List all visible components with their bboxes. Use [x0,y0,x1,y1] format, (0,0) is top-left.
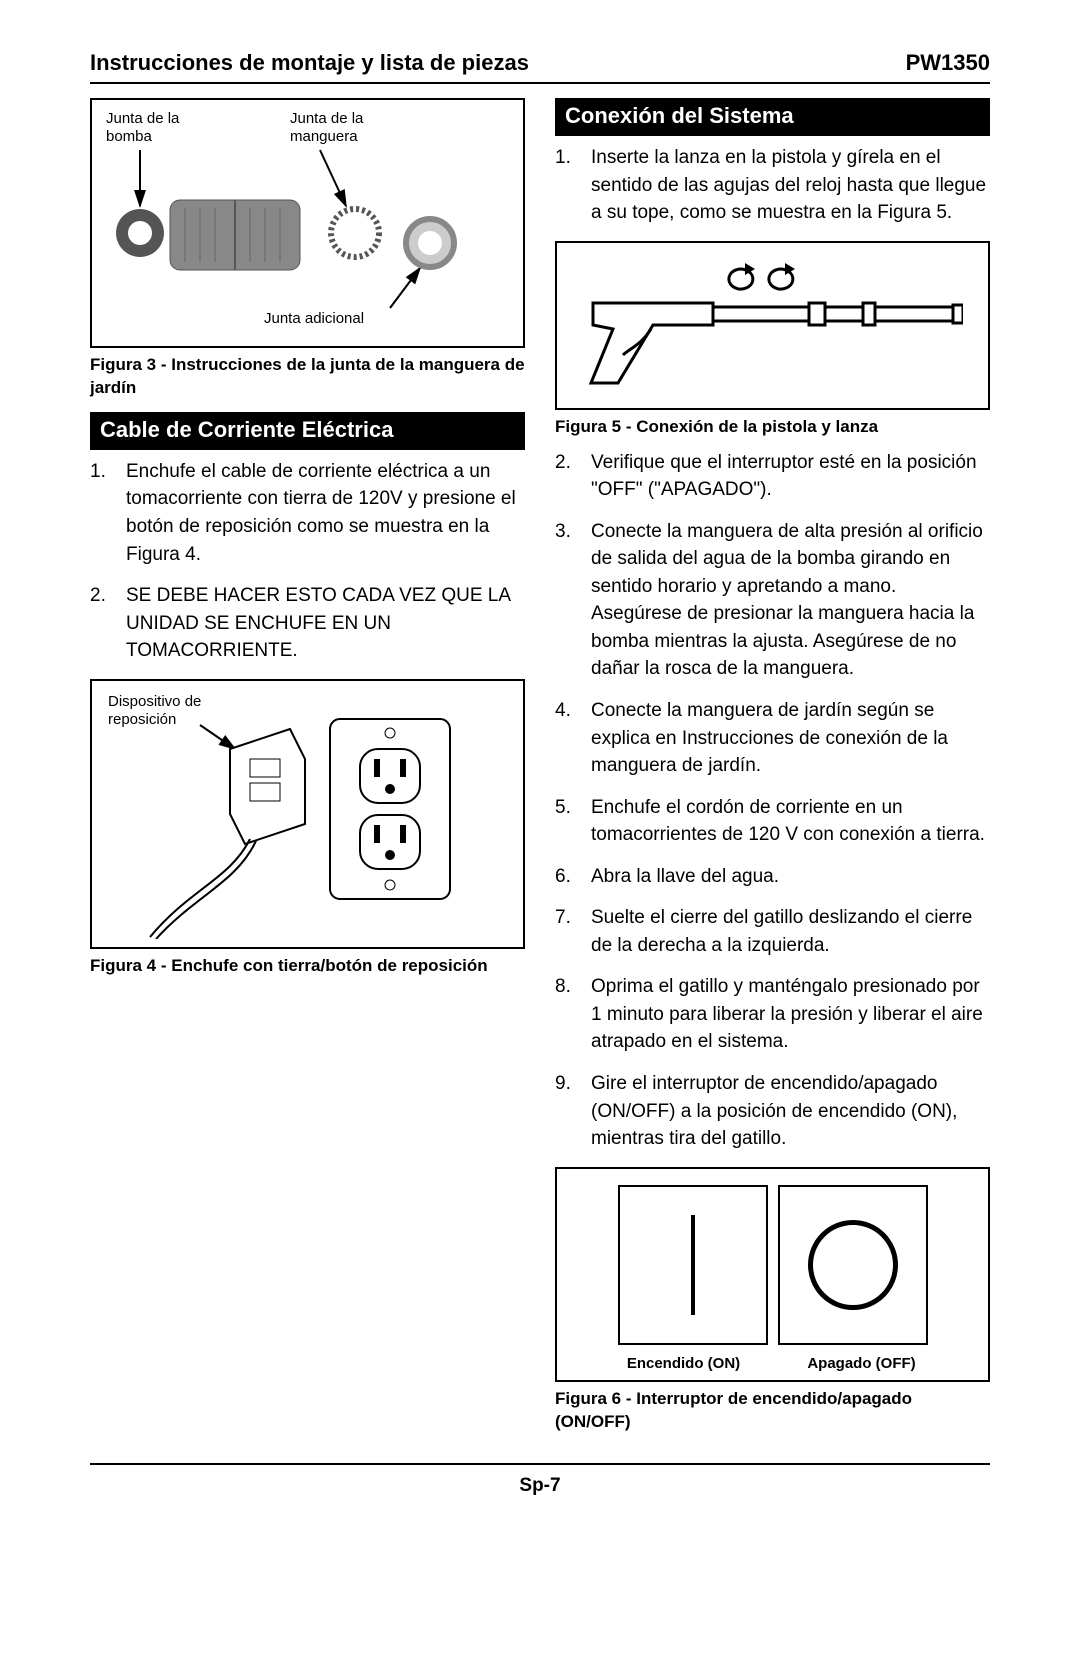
section-bar-conn: Conexión del Sistema [555,98,990,136]
fig6-on-label: Encendido (ON) [619,1355,749,1372]
fig3-label-hose: Junta de la manguera [290,110,400,146]
conn-item-2: Verifique que el interruptor esté en la … [591,449,990,504]
fig3-label-extra: Junta adicional [264,310,364,328]
fig6-off-panel [778,1185,928,1345]
fig5-illustration [563,253,963,393]
conn-list-top: 1.Inserte la lanza en la pistola y gírel… [555,144,990,227]
figure-4-box: Dispositivo de reposición [90,679,525,949]
conn-item-6: Abra la llave del agua. [591,863,990,891]
fig4-caption: Figura 4 - Enchufe con tierra/botón de r… [90,955,525,978]
fig3-caption: Figura 3 - Instrucciones de la junta de … [90,354,525,400]
right-column: Conexión del Sistema 1.Inserte la lanza … [555,98,990,1443]
conn-item-7: Suelte el cierre del gatillo deslizando … [591,904,990,959]
cable-list: 1.Enchufe el cable de corriente eléctric… [90,458,525,665]
page-header: Instrucciones de montaje y lista de piez… [90,50,990,84]
fig6-on-panel [618,1185,768,1345]
header-left: Instrucciones de montaje y lista de piez… [90,50,529,76]
fig4-label: Dispositivo de reposición [108,693,228,729]
header-model: PW1350 [906,50,990,76]
figure-5-box [555,241,990,410]
conn-item-8: Oprima el gatillo y manténgalo presionad… [591,973,990,1056]
conn-item-9: Gire el interruptor de encendido/apagado… [591,1070,990,1153]
fig5-caption: Figura 5 - Conexión de la pistola y lanz… [555,416,990,439]
conn-item-1: Inserte la lanza en la pistola y gírela … [591,144,990,227]
left-column: Junta de la bomba Junta de la manguera J… [90,98,525,1443]
section-bar-cable: Cable de Corriente Eléctrica [90,412,525,450]
cable-item-2: SE DEBE HACER ESTO CADA VEZ QUE LA UNIDA… [126,582,525,665]
fig6-caption: Figura 6 - Interruptor de encendido/apag… [555,1388,990,1434]
cable-item-1: Enchufe el cable de corriente eléctrica … [126,458,525,568]
figure-6-box: Encendido (ON) Apagado (OFF) [555,1167,990,1382]
conn-item-4: Conecte la manguera de jardín según se e… [591,697,990,780]
conn-item-3: Conecte la manguera de alta presión al o… [591,518,990,683]
fig3-label-pump: Junta de la bomba [106,110,216,146]
conn-list-rest: 2.Verifique que el interruptor esté en l… [555,449,990,1153]
page-number: Sp-7 [90,1463,990,1497]
figure-3-box: Junta de la bomba Junta de la manguera J… [90,98,525,348]
conn-item-5: Enchufe el cordón de corriente en un tom… [591,794,990,849]
fig6-off-label: Apagado (OFF) [797,1355,927,1372]
